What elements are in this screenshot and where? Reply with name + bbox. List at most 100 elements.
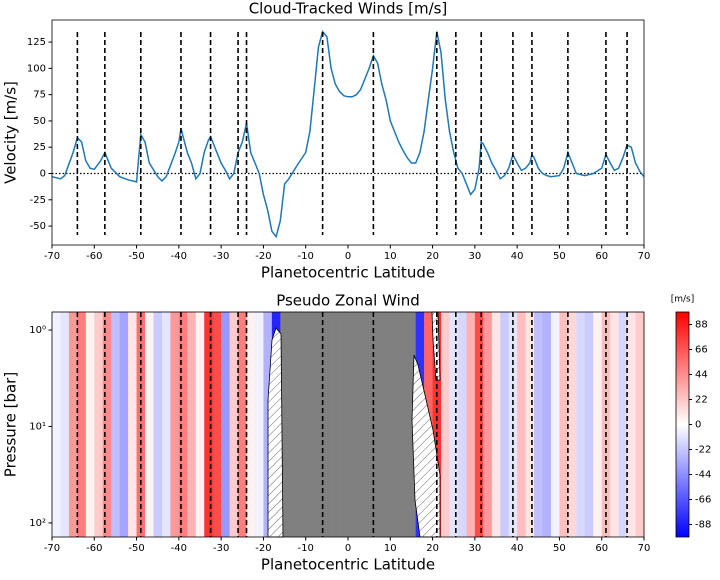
panel-title: Pseudo Zonal Wind bbox=[276, 292, 420, 310]
x-tick-label: -60 bbox=[86, 251, 102, 262]
heatmap-cell bbox=[576, 312, 586, 537]
colorbar-tick-label: 66 bbox=[695, 345, 708, 356]
y-tick-label: 125 bbox=[27, 37, 46, 48]
x-tick-label: -50 bbox=[128, 251, 144, 262]
heatmap-cell bbox=[288, 312, 298, 537]
hatched-regions bbox=[267, 311, 441, 538]
x-tick-label: -10 bbox=[298, 251, 314, 262]
x-tick-label: 70 bbox=[638, 251, 651, 262]
heatmap-cell bbox=[618, 312, 628, 537]
y-axis-label: Velocity [m/s] bbox=[2, 81, 20, 184]
heatmap-cell bbox=[466, 312, 476, 537]
colorbar-tick-label: 0 bbox=[695, 420, 701, 431]
heatmap-cell bbox=[153, 312, 163, 537]
heatmap-cell bbox=[550, 312, 560, 537]
heatmap-cell bbox=[322, 312, 332, 537]
heatmap-cell bbox=[187, 312, 197, 537]
colorbar-label: [m/s] bbox=[671, 295, 695, 305]
x-tick-label: 40 bbox=[511, 543, 524, 554]
x-tick-label: 20 bbox=[426, 543, 439, 554]
colorbar-tick-label: -44 bbox=[695, 470, 711, 481]
colorbar-tick-label: -66 bbox=[695, 495, 711, 506]
x-tick-label: 60 bbox=[595, 251, 608, 262]
heatmap-cell bbox=[635, 312, 645, 537]
x-tick-label: 60 bbox=[595, 543, 608, 554]
heatmap-cell bbox=[542, 312, 552, 537]
x-tick-label: 70 bbox=[638, 543, 651, 554]
y-tick-label: 50 bbox=[33, 116, 46, 127]
heatmap-cell bbox=[212, 312, 222, 537]
heatmap-cell bbox=[119, 312, 129, 537]
heatmap-cell bbox=[517, 312, 526, 537]
heatmap-cell bbox=[593, 312, 603, 537]
heatmap-cell bbox=[364, 312, 374, 537]
heatmap-cell bbox=[204, 312, 213, 537]
x-tick-label: 30 bbox=[468, 251, 481, 262]
heatmap-cell bbox=[373, 312, 383, 537]
heatmap-cell bbox=[85, 312, 95, 537]
heatmap-cell bbox=[314, 312, 323, 537]
heatmap-cell bbox=[559, 312, 569, 537]
heatmap-cell bbox=[390, 312, 400, 537]
x-axis-label: Planetocentric Latitude bbox=[261, 264, 435, 282]
x-tick-label: 50 bbox=[553, 251, 566, 262]
heatmap-cell bbox=[500, 312, 509, 537]
heatmap-cell bbox=[128, 312, 137, 537]
heatmap-cell bbox=[398, 312, 408, 537]
x-tick-label: 0 bbox=[345, 543, 351, 554]
panel-title: Cloud-Tracked Winds [m/s] bbox=[249, 0, 448, 18]
heatmap-cell bbox=[238, 312, 247, 537]
heatmap-cell bbox=[534, 312, 543, 537]
y-tick-label: -50 bbox=[30, 221, 46, 232]
colorbar-tick-label: 88 bbox=[695, 320, 708, 331]
heatmap-cell bbox=[246, 312, 256, 537]
x-tick-label: 20 bbox=[426, 251, 439, 262]
heatmap-cell bbox=[305, 312, 315, 537]
heatmap-cell bbox=[60, 312, 70, 537]
y-tick-label: 25 bbox=[33, 142, 46, 153]
y-tick-label: -25 bbox=[30, 195, 46, 206]
heatmap-cell bbox=[567, 312, 577, 537]
x-tick-label: -50 bbox=[128, 543, 144, 554]
heatmap-cell bbox=[102, 312, 112, 537]
heatmap-cell bbox=[483, 312, 493, 537]
heatmap-cell bbox=[297, 312, 307, 537]
heatmap-cell bbox=[145, 312, 154, 537]
x-tick-label: -10 bbox=[298, 543, 314, 554]
heatmap-cell bbox=[221, 312, 230, 537]
x-axis-label: Planetocentric Latitude bbox=[261, 556, 435, 574]
y-tick-label: 75 bbox=[33, 90, 46, 101]
x-tick-label: -40 bbox=[171, 251, 187, 262]
heatmap-cell bbox=[407, 312, 416, 537]
heatmap-cell bbox=[229, 312, 239, 537]
colorbar bbox=[675, 311, 690, 538]
heatmap-cell bbox=[627, 312, 636, 537]
x-tick-label: 10 bbox=[384, 251, 397, 262]
heatmap-cell bbox=[348, 312, 357, 537]
x-tick-label: -70 bbox=[44, 543, 60, 554]
heatmap-cell bbox=[94, 312, 104, 537]
heatmap-cell bbox=[474, 312, 484, 537]
heatmap-cell bbox=[339, 312, 349, 537]
y-tick-label: 10⁰ bbox=[29, 325, 46, 336]
heatmap-cell bbox=[178, 312, 188, 537]
y-axis-label: Pressure [bar] bbox=[2, 372, 20, 477]
heatmap-cell bbox=[584, 312, 594, 537]
heatmap-cell bbox=[170, 312, 180, 537]
heatmap-cell bbox=[280, 312, 290, 537]
x-tick-label: 0 bbox=[345, 251, 351, 262]
x-tick-label: -20 bbox=[255, 251, 271, 262]
heatmap-cell bbox=[381, 312, 391, 537]
colorbar-tick-label: 44 bbox=[695, 370, 708, 381]
heatmap-cell bbox=[331, 312, 340, 537]
heatmap-cell bbox=[68, 312, 78, 537]
x-tick-label: -70 bbox=[44, 251, 60, 262]
x-tick-label: -30 bbox=[213, 543, 229, 554]
x-tick-label: 50 bbox=[553, 543, 566, 554]
heatmap-cell bbox=[111, 312, 120, 537]
heatmap-cell bbox=[441, 312, 450, 537]
heatmap-cell bbox=[52, 312, 61, 537]
x-tick-label: -20 bbox=[255, 543, 271, 554]
heatmap-cell bbox=[254, 312, 264, 537]
